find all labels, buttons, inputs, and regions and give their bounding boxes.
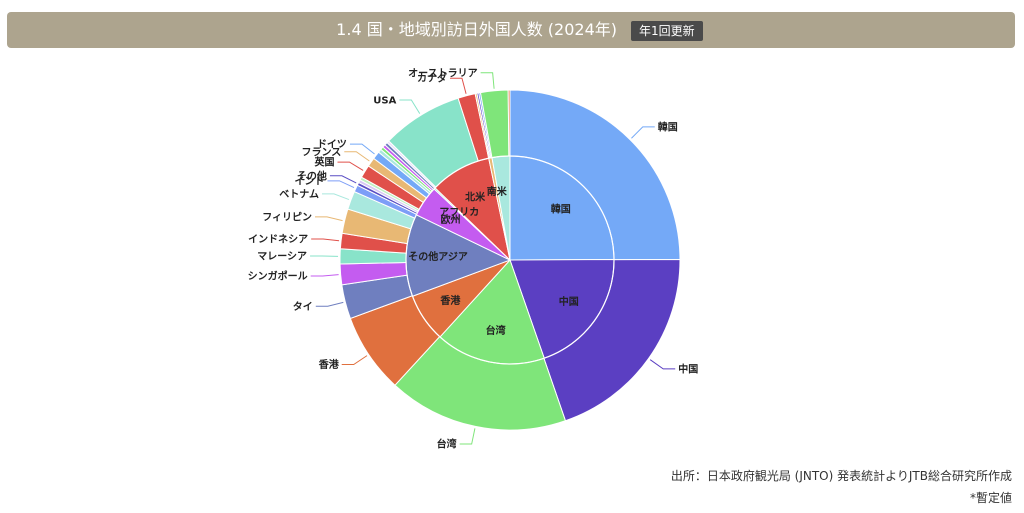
outer-label: 中国 (678, 362, 698, 375)
inner-label: アフリカ (439, 206, 479, 218)
leader-line (310, 274, 339, 277)
inner-label: 南米 (487, 185, 508, 198)
outer-label: 英国 (313, 156, 334, 169)
outer-label: マレーシア (257, 251, 307, 263)
outer-label: シンガポール (248, 270, 308, 283)
leader-line (315, 216, 343, 222)
outer-label: その他 (297, 169, 327, 182)
leader-line (459, 428, 476, 445)
leader-line (311, 238, 340, 242)
provisional-note: *暫定値 (969, 491, 1012, 505)
inner-ring (405, 155, 615, 365)
donut-chart: 韓国中国台湾香港タイシンガポールマレーシアインドネシアフィリピンベトナムインドそ… (248, 67, 699, 450)
slice-labels: 韓国中国台湾香港タイシンガポールマレーシアインドネシアフィリピンベトナムインドそ… (248, 67, 699, 450)
outer-label: 韓国 (658, 120, 678, 133)
inner-label: 香港 (440, 294, 461, 307)
label-leader-lines (310, 72, 676, 445)
leader-line (631, 126, 655, 139)
leader-line (449, 77, 467, 94)
outer-label: 香港 (319, 358, 340, 371)
leader-line (329, 175, 357, 184)
inner-label: その他アジア (408, 250, 468, 263)
inner-label: 中国 (559, 295, 579, 308)
inner-label: 北米 (465, 190, 486, 203)
outer-label: フランス (301, 146, 341, 158)
outer-label: オーストラリア (408, 67, 478, 79)
leader-line (337, 161, 364, 171)
leader-line (344, 151, 370, 162)
inner-label: 台湾 (486, 324, 506, 337)
leader-line (315, 301, 344, 307)
outer-label: ベトナム (279, 188, 319, 200)
outer-label: インド (294, 175, 324, 187)
outer-label: カナダ (417, 72, 447, 85)
outer-label: インドネシア (248, 233, 308, 245)
outer-label: ドイツ (317, 139, 347, 151)
inner-label: 欧州 (441, 213, 461, 226)
leader-line (327, 180, 355, 189)
chart-title: 1.4 国・地域別訪日外国人数 (2024年) (336, 20, 617, 39)
leader-line (349, 143, 375, 155)
leader-line (399, 99, 421, 114)
leader-line (341, 355, 368, 365)
outer-label: フィリピン (262, 211, 312, 223)
update-frequency-badge: 年1回更新 (631, 21, 703, 41)
leader-line (480, 72, 495, 89)
inner-label: 韓国 (551, 202, 571, 215)
outer-label: 台湾 (437, 438, 457, 451)
outer-label: タイ (293, 301, 313, 313)
leader-line (321, 193, 350, 201)
chart-header: 1.4 国・地域別訪日外国人数 (2024年) 年1回更新 (7, 12, 1015, 48)
source-note: 出所：日本政府観光局 (JNTO) 発表統計よりJTB総合研究所作成 (670, 469, 1012, 483)
outer-slice-28 (507, 89, 511, 261)
inner-ring-border (405, 155, 615, 365)
outer-label: USA (373, 95, 396, 106)
leader-line (649, 359, 676, 370)
